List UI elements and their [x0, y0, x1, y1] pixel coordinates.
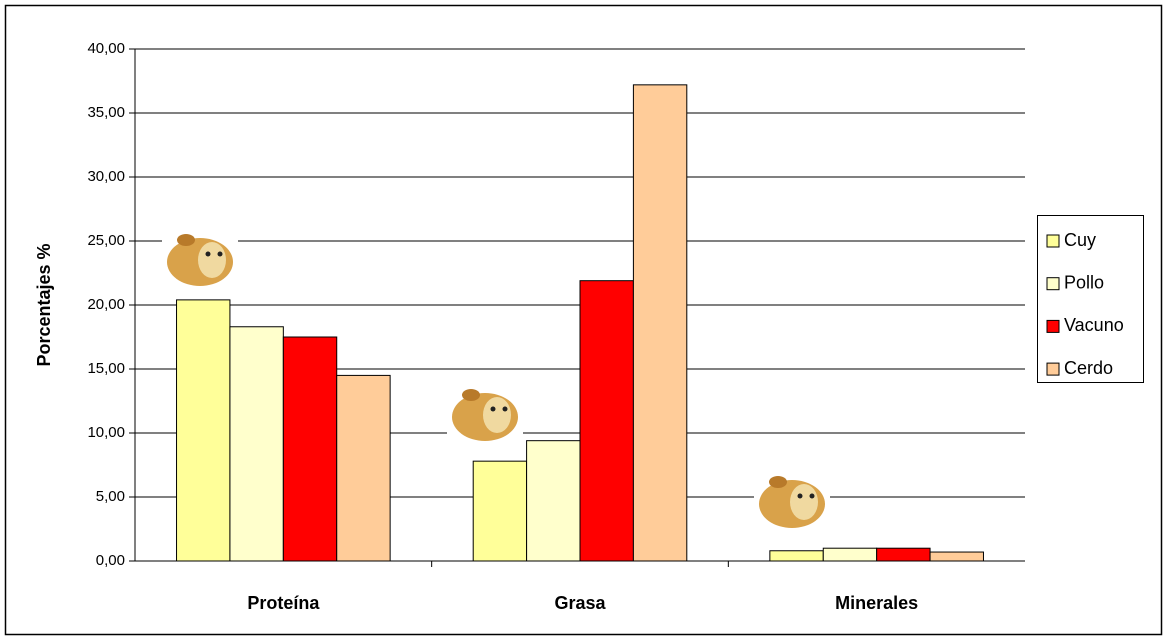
legend-label: Cuy — [1064, 230, 1096, 250]
guinea-pig-icon — [162, 226, 238, 290]
bar — [822, 547, 878, 562]
y-tick-label: 25,00 — [87, 232, 125, 249]
x-tick-label: Minerales — [835, 593, 918, 613]
legend-swatch — [1046, 277, 1060, 291]
bar — [472, 460, 528, 562]
bar — [579, 280, 634, 562]
y-tick-label: 15,00 — [87, 360, 125, 377]
y-tick-label: 35,00 — [87, 104, 125, 121]
y-tick-label: 5,00 — [96, 488, 125, 505]
y-tick-label: 20,00 — [87, 296, 125, 313]
guinea-pig-icon — [754, 468, 830, 532]
bar — [769, 550, 824, 562]
legend-swatch — [1046, 362, 1060, 376]
y-tick-label: 40,00 — [87, 40, 125, 57]
bar — [632, 84, 688, 562]
legend-swatch — [1046, 319, 1060, 333]
bar — [282, 336, 338, 562]
bar — [876, 547, 931, 562]
legend-label: Pollo — [1064, 272, 1104, 292]
x-tick-label: Proteína — [247, 593, 320, 613]
bar — [176, 299, 231, 562]
plot-area: 0,00 5,00 10,00 15,00 20,00 25,00 30,00 35,00 40… — [87, 40, 1025, 613]
y-tick-label: 0,00 — [96, 552, 125, 569]
bar — [929, 551, 984, 562]
decorations — [162, 226, 830, 532]
y-tick-label: 30,00 — [87, 168, 125, 185]
x-tick-label: Grasa — [554, 593, 606, 613]
bar — [336, 374, 391, 562]
guinea-pig-icon — [447, 381, 523, 445]
bar — [229, 326, 284, 562]
legend-label: Vacuno — [1064, 315, 1124, 335]
y-axis-label: Porcentajes % — [34, 243, 54, 366]
legend-label: Cerdo — [1064, 358, 1113, 378]
bar — [526, 440, 581, 562]
legend-swatch — [1046, 234, 1060, 248]
y-tick-label: 10,00 — [87, 424, 125, 441]
